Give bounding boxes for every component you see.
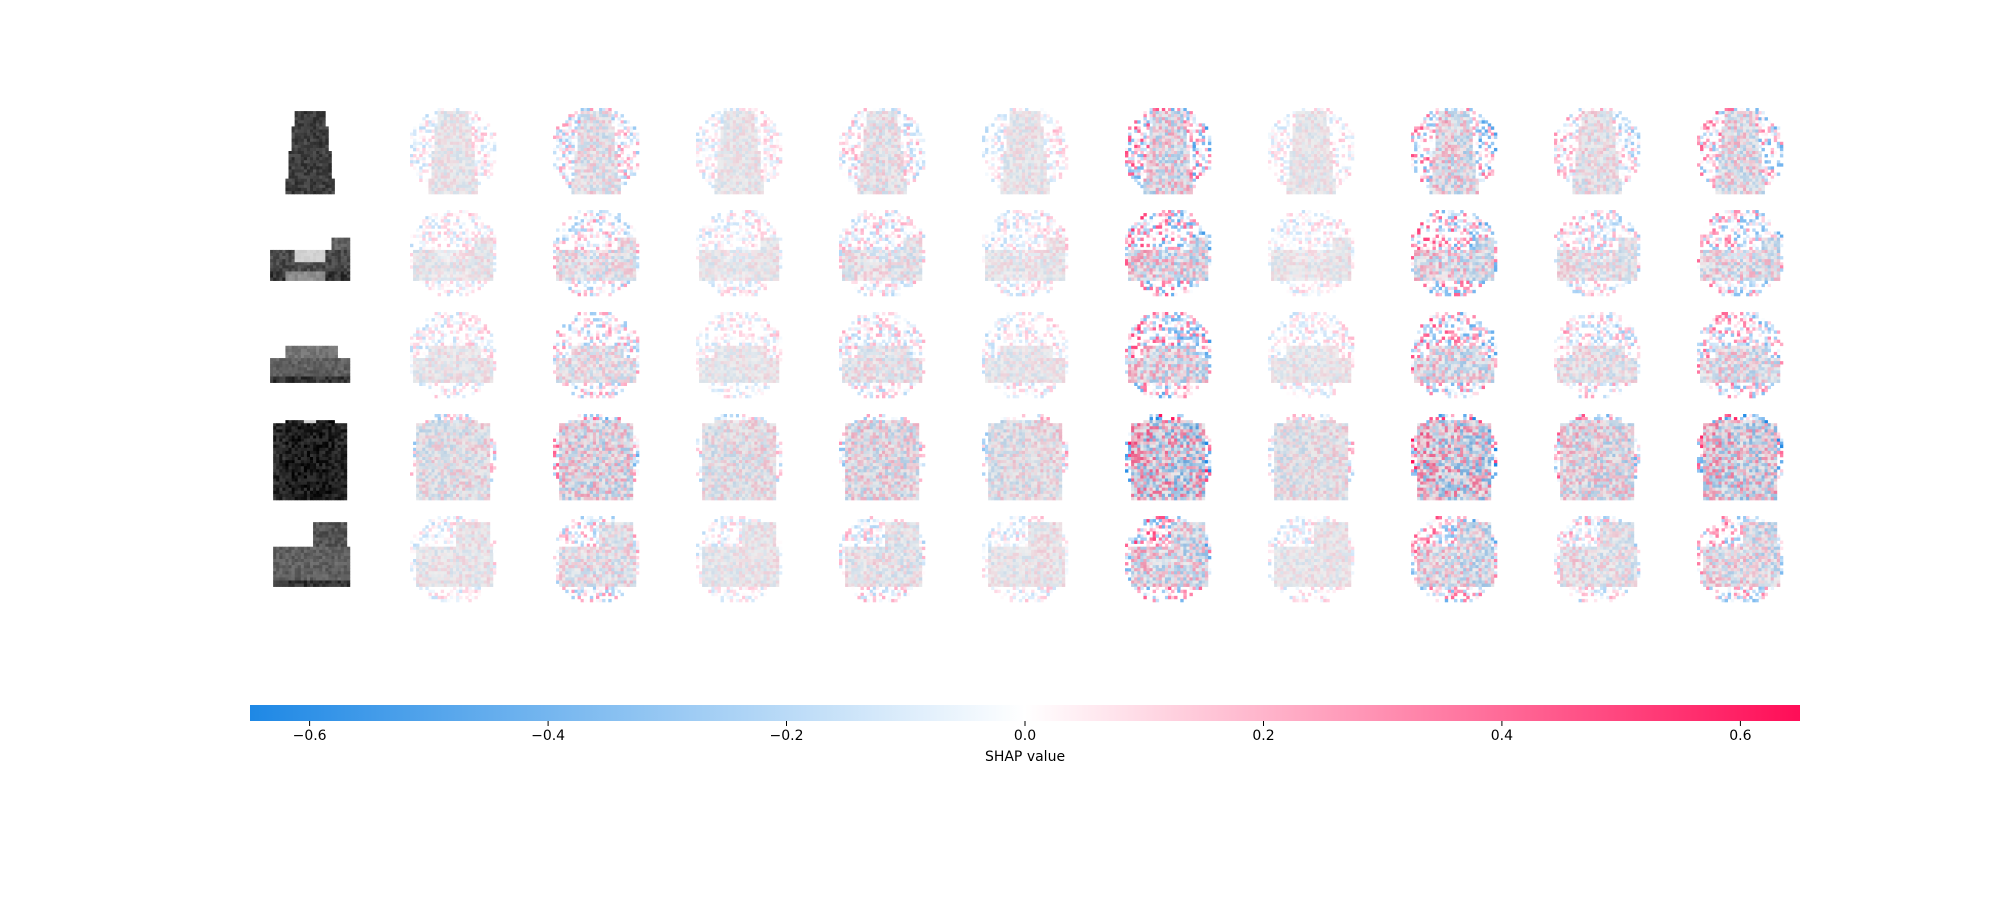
shap-map-sneaker-1 <box>410 312 496 398</box>
colorbar-label: SHAP value <box>985 749 1065 765</box>
shap-map-ankle-boot-6 <box>1125 516 1211 602</box>
shap-map-sandal-1 <box>410 210 496 296</box>
shap-map-sandal-6 <box>1125 210 1211 296</box>
colorbar-tick-label: −0.4 <box>531 728 565 744</box>
shap-map-sneaker-9 <box>1554 312 1640 398</box>
shap-map-dress-7 <box>1268 108 1354 194</box>
colorbar-tick-label: 0.4 <box>1491 728 1513 744</box>
shap-map-dress-8 <box>1411 108 1497 194</box>
colorbar-tick-label: 0.0 <box>1014 728 1036 744</box>
shap-map-sandal-8 <box>1411 210 1497 296</box>
shap-map-dress-1 <box>410 108 496 194</box>
shap-map-sandal-4 <box>839 210 925 296</box>
shap-map-ankle-boot-5 <box>982 516 1068 602</box>
shap-map-dress-5 <box>982 108 1068 194</box>
colorbar-tick-label: −0.2 <box>770 728 804 744</box>
shap-map-sandal-9 <box>1554 210 1640 296</box>
original-image-pullover <box>273 420 347 500</box>
shap-map-sandal-5 <box>982 210 1068 296</box>
shap-map-sneaker-8 <box>1411 312 1497 398</box>
colorbar-tick-label: −0.6 <box>293 728 327 744</box>
shap-map-sneaker-10 <box>1697 312 1783 398</box>
shap-map-pullover-9 <box>1554 414 1640 500</box>
image-grid <box>270 108 1783 602</box>
original-image-dress <box>285 111 334 194</box>
shap-map-sneaker-6 <box>1125 312 1211 398</box>
shap-map-sneaker-2 <box>553 312 639 398</box>
shap-map-sandal-10 <box>1697 210 1783 296</box>
shap-map-sandal-7 <box>1268 210 1354 296</box>
shap-map-dress-10 <box>1697 108 1783 194</box>
shap-map-ankle-boot-4 <box>839 516 925 602</box>
colorbar-gradient <box>250 705 1800 721</box>
shap-map-ankle-boot-2 <box>553 516 639 602</box>
shap-map-pullover-2 <box>553 414 639 500</box>
colorbar: −0.6 −0.4 −0.2 0.0 0.2 0.4 0.6 SHAP value <box>250 705 1800 765</box>
shap-map-sneaker-7 <box>1268 312 1354 398</box>
shap-map-sneaker-5 <box>982 312 1068 398</box>
shap-map-ankle-boot-10 <box>1697 516 1783 602</box>
shap-map-pullover-7 <box>1268 414 1354 500</box>
shap-map-ankle-boot-8 <box>1411 516 1497 602</box>
shap-map-pullover-8 <box>1411 414 1497 500</box>
shap-map-pullover-6 <box>1125 414 1211 500</box>
original-image-sneaker <box>270 346 350 383</box>
shap-map-dress-6 <box>1125 108 1211 194</box>
shap-map-dress-9 <box>1554 108 1640 194</box>
shap-map-sneaker-3 <box>696 312 782 398</box>
shap-map-dress-4 <box>839 108 925 194</box>
shap-map-pullover-10 <box>1697 414 1783 500</box>
shap-map-ankle-boot-9 <box>1554 516 1640 602</box>
shap-map-pullover-1 <box>410 414 496 500</box>
colorbar-tick-label: 0.2 <box>1252 728 1274 744</box>
shap-map-dress-2 <box>553 108 639 194</box>
original-image-sandal <box>270 238 350 281</box>
colorbar-ticks: −0.6 −0.4 −0.2 0.0 0.2 0.4 0.6 <box>293 721 1752 744</box>
original-image-ankle-boot <box>273 522 350 587</box>
shap-map-pullover-3 <box>696 414 782 500</box>
shap-map-dress-3 <box>696 108 782 194</box>
shap-map-ankle-boot-1 <box>410 516 496 602</box>
shap-map-pullover-4 <box>839 414 925 500</box>
colorbar-tick-label: 0.6 <box>1729 728 1751 744</box>
shap-map-pullover-5 <box>982 414 1068 500</box>
shap-map-sneaker-4 <box>839 312 925 398</box>
shap-map-sandal-3 <box>696 210 782 296</box>
shap-map-sandal-2 <box>553 210 639 296</box>
shap-map-ankle-boot-7 <box>1268 516 1354 602</box>
shap-map-ankle-boot-3 <box>696 516 782 602</box>
